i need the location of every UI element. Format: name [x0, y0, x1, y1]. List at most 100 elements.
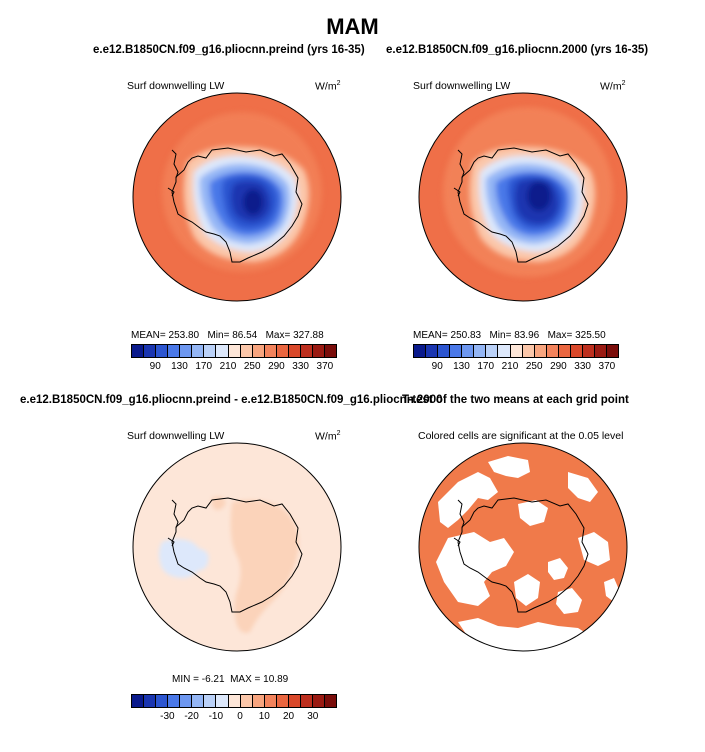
- panel-1-stats: MEAN= 253.80 Min= 86.54 Max= 327.88: [131, 330, 324, 341]
- panel-1-map: [132, 92, 342, 302]
- panel-2-stats: MEAN= 250.83 Min= 83.96 Max= 325.50: [413, 330, 606, 341]
- panel-3-colorbar-ticks: -30 -20 -10 0 10 20 30: [131, 711, 337, 725]
- panel-1-title: e.e12.B1850CN.f09_g16.pliocnn.preind (yr…: [93, 44, 365, 56]
- panel-4-variable: Colored cells are significant at the 0.0…: [418, 430, 624, 442]
- colorbar-tick-label: 170: [477, 361, 495, 372]
- panel-3-map: [132, 442, 342, 652]
- colorbar-swatch: [300, 345, 313, 357]
- panel-3-stats: MIN = -6.21 MAX = 10.89: [172, 674, 289, 685]
- panel-2-colorbar: [413, 344, 619, 358]
- colorbar-swatch: [168, 695, 181, 707]
- panel-1-min: 86.54: [232, 330, 258, 341]
- colorbar-tick-label: 290: [550, 361, 567, 372]
- colorbar-swatch: [546, 345, 559, 357]
- colorbar-swatch: [132, 345, 145, 357]
- colorbar-swatch: [522, 345, 535, 357]
- colorbar-swatch: [426, 345, 439, 357]
- colorbar-tick-label: 370: [316, 361, 334, 372]
- colorbar-swatch: [132, 695, 145, 707]
- colorbar-swatch: [312, 695, 325, 707]
- colorbar-swatch: [607, 345, 619, 357]
- colorbar-swatch: [276, 695, 289, 707]
- colorbar-swatch: [216, 345, 229, 357]
- colorbar-swatch: [228, 695, 241, 707]
- colorbar-swatch: [240, 345, 253, 357]
- panel-4-title: T-test of the two means at each grid poi…: [402, 394, 629, 406]
- colorbar-swatch: [264, 345, 277, 357]
- panel-2-map: [418, 92, 628, 302]
- panel-1-colorbar: [131, 344, 337, 358]
- panel-3-units: W/m2: [315, 430, 341, 443]
- colorbar-swatch: [180, 695, 193, 707]
- colorbar-tick-label: -10: [208, 711, 224, 722]
- panel-1-max: 327.88: [293, 330, 324, 341]
- panel-3-title: e.e12.B1850CN.f09_g16.pliocnn.preind - e…: [20, 394, 443, 406]
- colorbar-swatch: [450, 345, 463, 357]
- panel-3-colorbar: [131, 694, 337, 708]
- panel-1-mean: 253.80: [168, 330, 200, 341]
- colorbar-tick-label: 90: [149, 361, 161, 372]
- colorbar-swatch: [216, 695, 229, 707]
- colorbar-tick-label: 30: [307, 711, 319, 722]
- colorbar-swatch: [438, 345, 451, 357]
- colorbar-swatch: [288, 695, 301, 707]
- colorbar-tick-label: 330: [574, 361, 591, 372]
- panel-1-units: W/m2: [315, 80, 341, 93]
- colorbar-swatch: [192, 695, 205, 707]
- colorbar-tick-label: 250: [525, 361, 543, 372]
- panel-3-variable: Surf downwelling LW: [127, 430, 225, 442]
- colorbar-swatch: [252, 345, 265, 357]
- panel-2-title: e.e12.B1850CN.f09_g16.pliocnn.2000 (yrs …: [386, 44, 649, 56]
- colorbar-tick-label: -20: [184, 711, 199, 722]
- colorbar-swatch: [240, 695, 253, 707]
- colorbar-tick-label: 10: [258, 711, 270, 722]
- colorbar-tick-label: 290: [268, 361, 285, 372]
- colorbar-tick-label: 90: [431, 361, 443, 372]
- colorbar-swatch: [486, 345, 499, 357]
- colorbar-swatch: [462, 345, 475, 357]
- colorbar-tick-label: 370: [598, 361, 616, 372]
- panel-2-max: 325.50: [575, 330, 606, 341]
- colorbar-swatch: [558, 345, 571, 357]
- colorbar-swatch: [594, 345, 607, 357]
- colorbar-tick-label: 20: [282, 711, 295, 722]
- colorbar-swatch: [414, 345, 427, 357]
- colorbar-swatch: [144, 695, 157, 707]
- colorbar-tick-label: 250: [243, 361, 261, 372]
- colorbar-swatch: [156, 695, 169, 707]
- colorbar-tick-label: 210: [219, 361, 237, 372]
- panel-1-variable: Surf downwelling LW: [127, 80, 225, 92]
- colorbar-swatch: [474, 345, 487, 357]
- colorbar-swatch: [264, 695, 277, 707]
- colorbar-tick-label: 210: [501, 361, 519, 372]
- colorbar-tick-label: 130: [453, 361, 470, 372]
- colorbar-swatch: [156, 345, 169, 357]
- colorbar-swatch: [252, 695, 265, 707]
- panel-2-min: 83.96: [514, 330, 540, 341]
- colorbar-swatch: [570, 345, 583, 357]
- colorbar-swatch: [498, 345, 511, 357]
- colorbar-swatch: [325, 345, 337, 357]
- colorbar-tick-label: 170: [195, 361, 213, 372]
- figure-title: MAM: [326, 14, 379, 39]
- colorbar-swatch: [144, 345, 157, 357]
- panel-2-mean: 250.83: [450, 330, 482, 341]
- colorbar-swatch: [288, 345, 301, 357]
- panel-3-min: -6.21: [201, 674, 225, 685]
- panel-2-colorbar-ticks: 90 130 170 210 250 290 330 370: [413, 361, 619, 375]
- colorbar-tick-label: 130: [171, 361, 188, 372]
- panel-2-units: W/m2: [600, 80, 626, 93]
- panel-4-map: [418, 442, 628, 652]
- panel-2-variable: Surf downwelling LW: [413, 80, 511, 92]
- colorbar-swatch: [204, 695, 217, 707]
- colorbar-swatch: [228, 345, 241, 357]
- colorbar-tick-label: -30: [160, 711, 175, 722]
- colorbar-swatch: [312, 345, 325, 357]
- colorbar-swatch: [168, 345, 181, 357]
- colorbar-swatch: [510, 345, 523, 357]
- colorbar-swatch: [534, 345, 547, 357]
- colorbar-swatch: [582, 345, 595, 357]
- panel-1-colorbar-ticks: 90 130 170 210 250 290 330 370: [131, 361, 337, 375]
- colorbar-tick-label: 330: [292, 361, 309, 372]
- colorbar-tick-label: 0: [237, 711, 243, 722]
